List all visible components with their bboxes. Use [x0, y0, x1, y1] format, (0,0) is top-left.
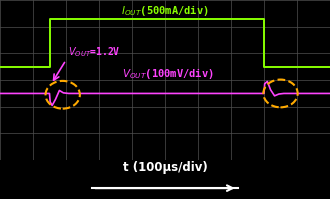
Text: $V_{OUT}$(100mV/div): $V_{OUT}$(100mV/div)	[122, 66, 214, 81]
Text: $I_{OUT}$(500mA/div): $I_{OUT}$(500mA/div)	[121, 3, 209, 18]
Text: $V_{OUT}$=1.2V: $V_{OUT}$=1.2V	[68, 45, 120, 59]
Text: t (100µs/div): t (100µs/div)	[123, 161, 207, 175]
